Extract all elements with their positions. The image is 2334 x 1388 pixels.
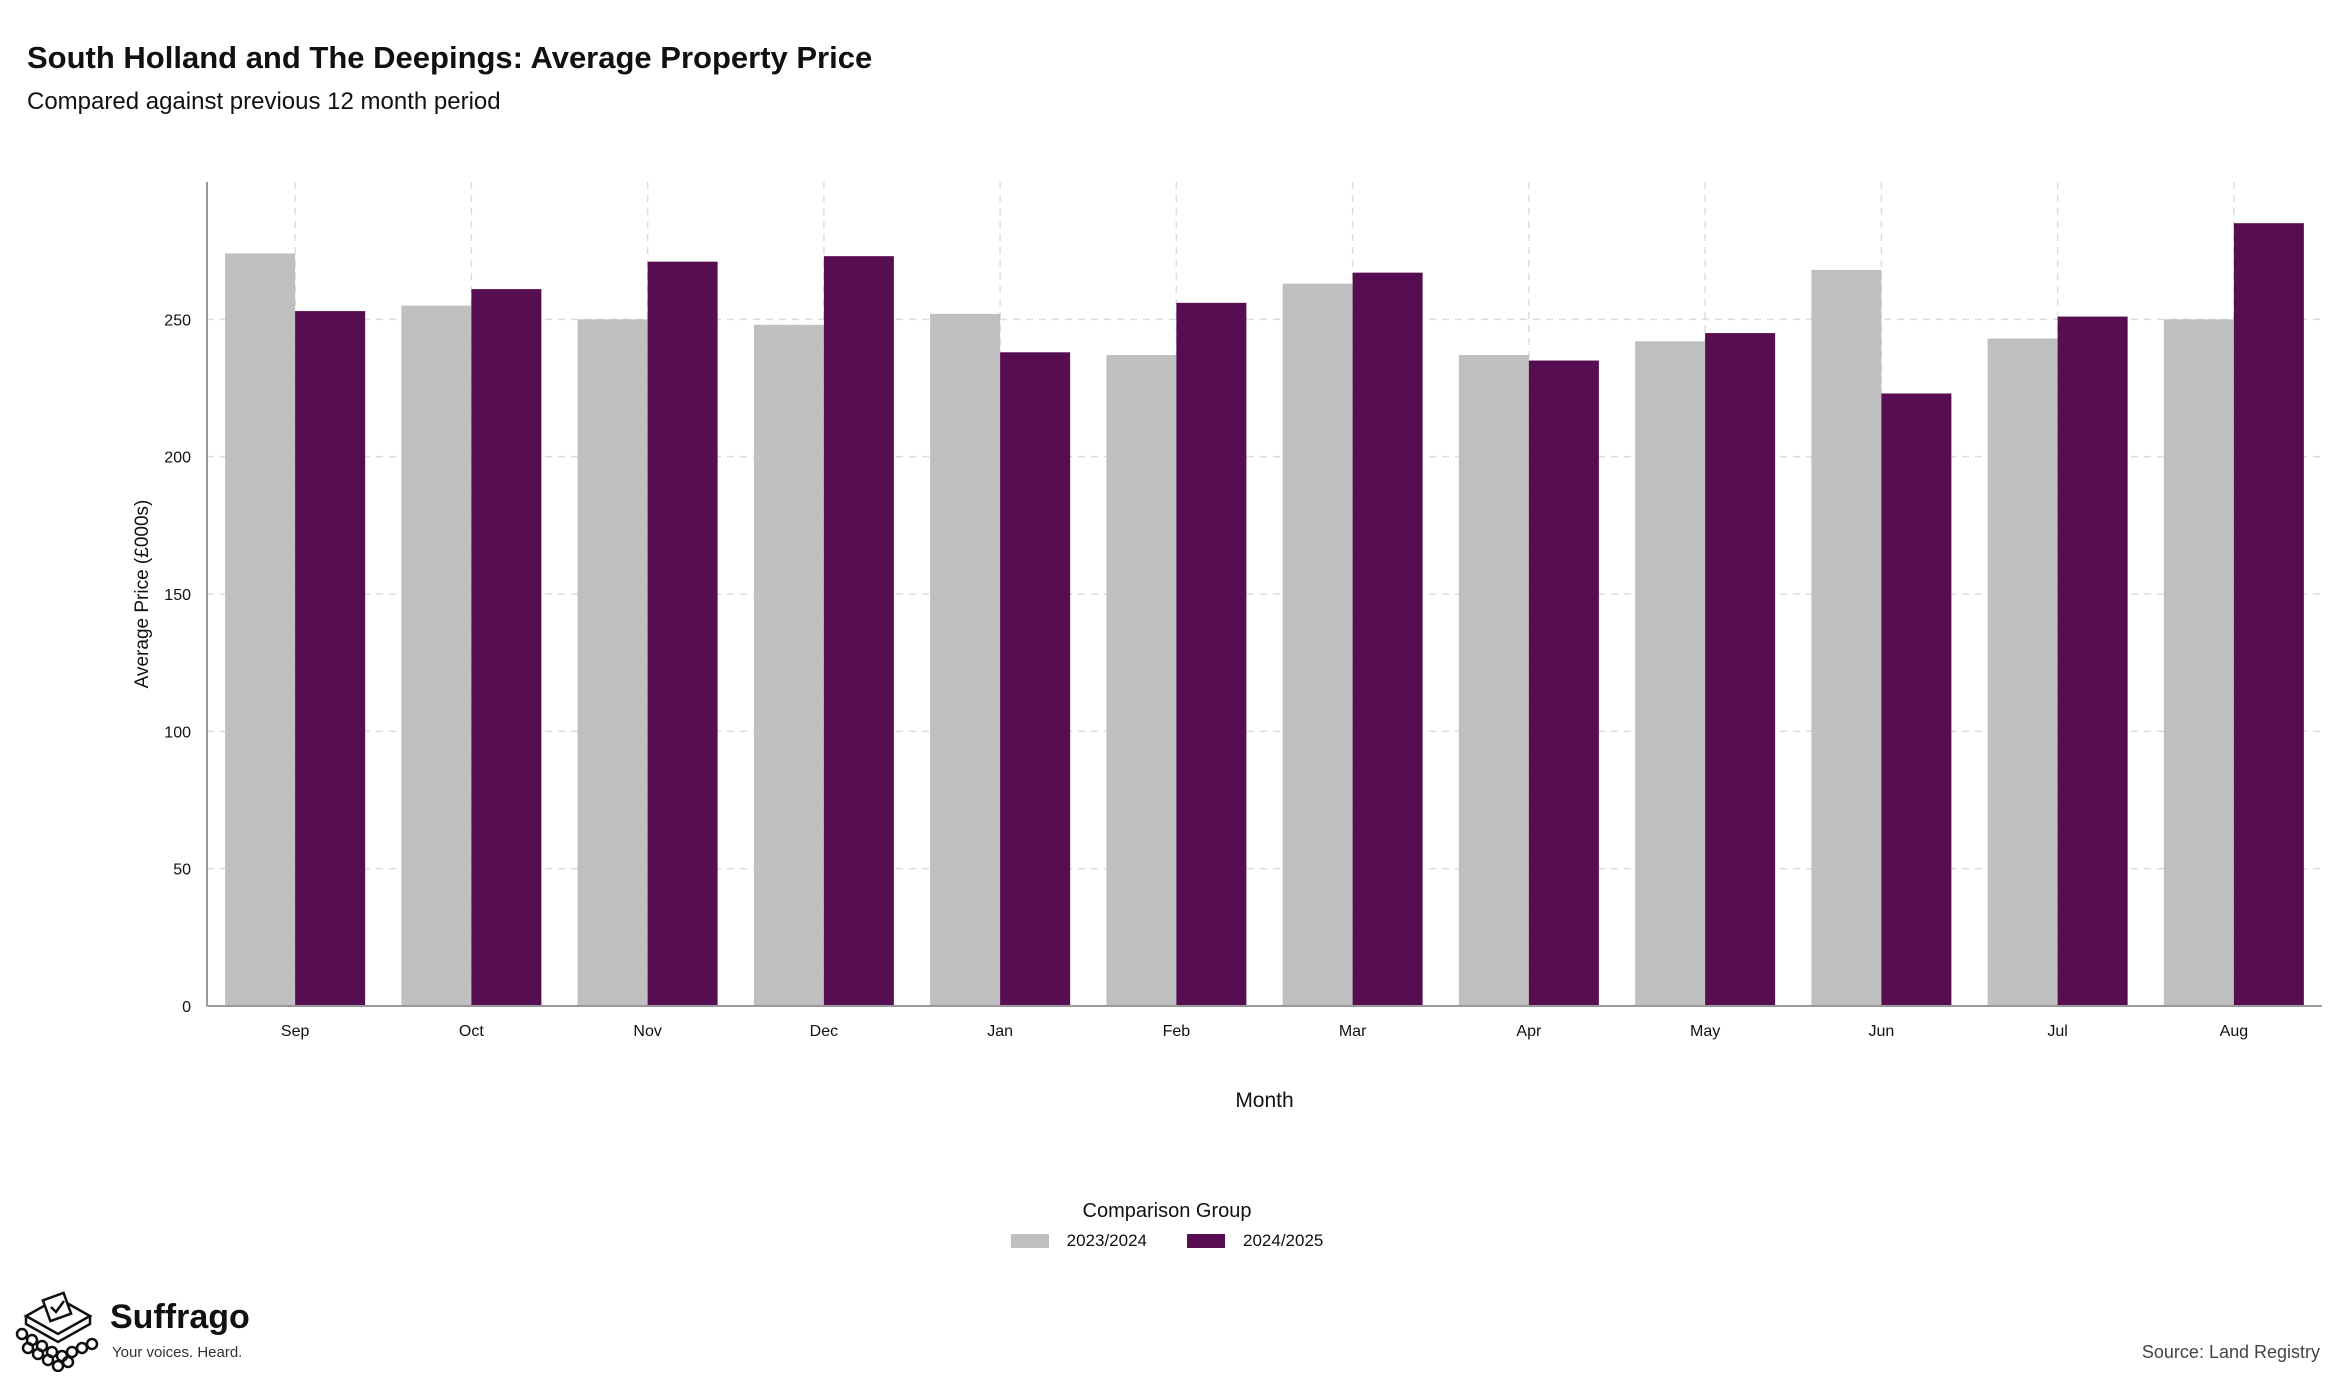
bar-2023-2024-dec [753,324,824,1006]
brand-tagline: Your voices. Heard. [112,1344,243,1361]
y-axis-title: Average Price (£000s) [132,500,153,689]
y-tick-label: 200 [164,450,191,467]
bar-2023-2024-apr [1458,355,1529,1006]
bar-2023-2024-sep [225,253,296,1006]
legend-label-2024-2025: 2024/2025 [1243,1231,1324,1250]
bar-2023-2024-mar [1282,283,1353,1006]
x-tick-label: Jun [1868,1023,1894,1040]
x-tick-label: Jul [2047,1023,2067,1040]
bar-chart: 0 50 100 150 200 250 Sep Oct Nov Dec Jan Feb Mar Apr M… [132,182,2322,1112]
legend: Comparison Group 2023/2024 2024/2025 [0,1200,2334,1251]
x-tick-label: Oct [459,1023,484,1040]
bar-2023-2024-aug [2163,319,2234,1006]
bar-2023-2024-oct [401,305,472,1007]
bar-2024-2025-sep [295,311,366,1006]
brand-logo: Suffrago Your voices. Heard. [12,1290,250,1377]
legend-label-2023-2024: 2023/2024 [1066,1231,1147,1250]
x-axis-title: Month [1235,1089,1293,1112]
legend-title: Comparison Group [1082,1200,1252,1222]
source-note: Source: Land Registry [2141,1342,2320,1362]
bar-2024-2025-feb [1176,302,1247,1006]
chart-title: South Holland and The Deepings: Average … [27,40,873,75]
ballot-box-icon [15,1291,99,1373]
bar-2023-2024-jun [1811,269,1882,1007]
bar-2024-2025-nov [647,261,718,1006]
chart-subtitle: Compared against previous 12 month perio… [27,88,501,115]
bar-2024-2025-dec [823,256,894,1006]
bar-2023-2024-jan [930,313,1001,1007]
y-tick-label: 100 [164,724,191,741]
bar-2024-2025-jun [1881,393,1952,1006]
bar-2023-2024-feb [1106,355,1177,1006]
brand-name: Suffrago [110,1298,250,1336]
legend-swatch-2024-2025 [1187,1234,1225,1248]
x-tick-label: Apr [1516,1023,1542,1040]
bar-2023-2024-nov [577,319,648,1006]
y-tick-label: 0 [182,999,191,1016]
bar-2024-2025-mar [1352,272,1423,1006]
bar-2024-2025-jul [2057,316,2128,1006]
x-tick-label: Mar [1339,1023,1367,1040]
x-tick-label: Aug [2220,1023,2248,1040]
x-tick-label: Nov [633,1023,661,1040]
x-tick-label: Dec [810,1023,838,1040]
bar-2024-2025-oct [471,289,542,1006]
x-tick-label: Sep [281,1023,310,1040]
y-tick-label: 250 [164,312,191,329]
bar-2023-2024-may [1635,341,1706,1007]
y-tick-label: 50 [173,862,191,879]
legend-item-2023-2024: 2023/2024 [1010,1231,1147,1251]
bar-2023-2024-jul [1987,338,2058,1006]
x-tick-label: Feb [1163,1023,1191,1040]
y-tick-label: 150 [164,587,191,604]
bar-2024-2025-jan [1000,352,1071,1006]
bar-2024-2025-apr [1528,360,1599,1006]
legend-swatch-2023-2024 [1010,1234,1049,1248]
bar-2024-2025-may [1705,333,1776,1007]
x-tick-label: Jan [987,1023,1013,1040]
legend-item-2024-2025: 2024/2025 [1187,1231,1323,1251]
x-tick-label: May [1690,1023,1720,1040]
bar-2024-2025-aug [2233,223,2304,1006]
